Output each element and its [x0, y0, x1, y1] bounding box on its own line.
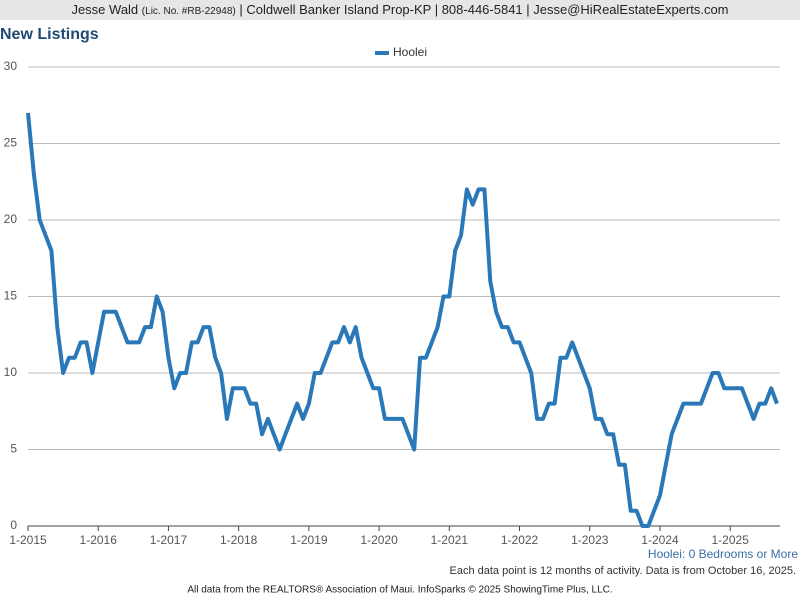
x-tick-label: 1-2017	[150, 533, 188, 547]
x-tick-label: 1-2016	[80, 533, 118, 547]
license: (Lic. No. #RB-22948)	[142, 6, 236, 17]
agent-name: Jesse Wald	[71, 2, 138, 17]
legend-label: Hoolei	[393, 45, 427, 59]
footer: All data from the REALTORS® Association …	[187, 585, 612, 596]
header: Jesse Wald (Lic. No. #RB-22948) | Coldwe…	[71, 2, 728, 17]
y-tick-label: 20	[4, 212, 18, 226]
y-tick-label: 5	[10, 442, 17, 456]
y-tick-label: 15	[4, 289, 18, 303]
x-tick-label: 1-2023	[571, 533, 609, 547]
x-tick-label: 1-2019	[290, 533, 328, 547]
y-tick-label: 30	[4, 59, 18, 73]
y-tick-label: 10	[4, 365, 18, 379]
note: Each data point is 12 months of activity…	[450, 565, 796, 577]
agent-details: | Coldwell Banker Island Prop-KP | 808-4…	[239, 2, 728, 17]
x-tick-label: 1-2021	[431, 533, 469, 547]
data-line	[26, 112, 779, 528]
x-tick-label: 1-2025	[712, 533, 750, 547]
x-tick-label: 1-2018	[220, 533, 258, 547]
header-bar	[0, 0, 800, 20]
y-tick-label: 25	[4, 136, 18, 150]
caption: Hoolei: 0 Bedrooms or More	[648, 547, 798, 561]
x-tick-label: 1-2020	[360, 533, 398, 547]
x-tick-label: 1-2015	[9, 533, 47, 547]
chart-title: New Listings	[0, 26, 99, 43]
x-tick-label: 1-2024	[641, 533, 679, 547]
x-tick-label: 1-2022	[501, 533, 539, 547]
y-tick-label: 0	[10, 518, 17, 532]
